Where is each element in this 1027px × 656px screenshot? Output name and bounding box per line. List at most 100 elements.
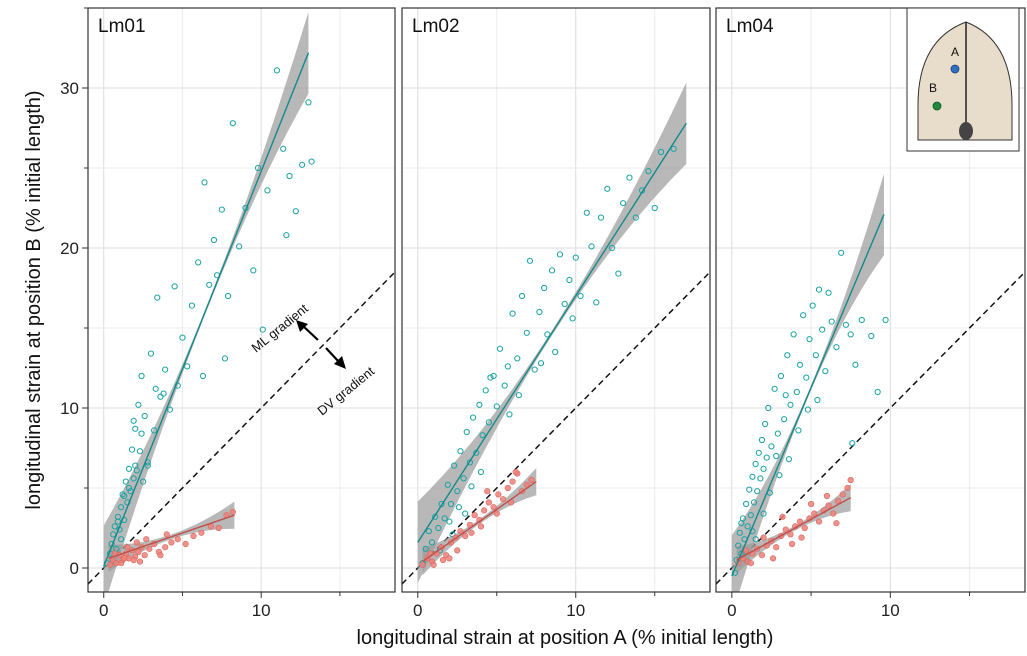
data-point-open bbox=[825, 289, 832, 296]
data-point-open bbox=[425, 528, 432, 535]
y-axis-title: longitudinal strain at position B (% ini… bbox=[23, 90, 45, 509]
data-point-open bbox=[449, 531, 456, 538]
data-point-open bbox=[752, 536, 759, 543]
data-point-open bbox=[259, 326, 266, 333]
data-point-filled bbox=[495, 491, 502, 498]
data-point-filled bbox=[430, 561, 437, 568]
data-point-filled bbox=[485, 499, 492, 506]
data-point-open bbox=[160, 390, 167, 397]
data-point-open bbox=[504, 363, 511, 370]
data-point-open bbox=[755, 449, 762, 456]
data-point-open bbox=[154, 294, 161, 301]
data-point-open bbox=[462, 510, 469, 517]
data-point-open bbox=[151, 427, 158, 434]
ml-arrowhead bbox=[296, 320, 308, 332]
data-point-open bbox=[593, 299, 600, 306]
data-point-open bbox=[444, 481, 451, 488]
data-point-open bbox=[422, 545, 429, 552]
data-point-open bbox=[561, 300, 568, 308]
data-point-open bbox=[171, 283, 178, 290]
data-point-filled bbox=[124, 544, 131, 551]
data-point-open bbox=[141, 412, 148, 420]
data-point-open bbox=[210, 236, 218, 244]
data-point-open bbox=[130, 417, 137, 424]
data-point-open bbox=[651, 204, 658, 212]
data-point-open bbox=[493, 403, 500, 410]
midline-bulb bbox=[959, 122, 973, 140]
data-point-filled bbox=[190, 532, 197, 540]
dv-arrowhead bbox=[334, 356, 346, 369]
x-tick-label: 10 bbox=[566, 601, 585, 620]
data-point-open bbox=[858, 316, 865, 324]
data-point-open bbox=[447, 500, 455, 508]
data-point-open bbox=[758, 436, 766, 444]
data-point-open bbox=[152, 385, 159, 392]
data-point-open bbox=[815, 286, 823, 293]
data-point-open bbox=[868, 332, 875, 340]
data-point-open bbox=[477, 468, 485, 476]
point-b-label: B bbox=[929, 81, 937, 95]
data-point-open bbox=[537, 360, 545, 367]
data-point-filled bbox=[823, 492, 831, 500]
point-a-marker bbox=[950, 64, 960, 74]
data-point-filled bbox=[136, 558, 144, 565]
data-point-filled bbox=[462, 532, 469, 540]
x-tick-label: 0 bbox=[413, 601, 422, 620]
fit-confidence-band bbox=[103, 12, 309, 592]
data-point-open bbox=[754, 488, 761, 495]
data-point-open bbox=[236, 243, 243, 250]
data-point-open bbox=[847, 331, 854, 338]
data-point-open bbox=[138, 372, 145, 380]
data-point-open bbox=[157, 393, 164, 400]
data-point-open bbox=[566, 276, 573, 284]
data-point-filled bbox=[773, 544, 780, 551]
data-point-filled bbox=[490, 504, 497, 511]
data-point-open bbox=[784, 352, 791, 359]
data-point-open bbox=[305, 99, 312, 106]
data-point-filled bbox=[457, 528, 464, 535]
plot-area bbox=[716, 173, 1025, 592]
data-point-filled bbox=[215, 524, 222, 532]
panel-frame bbox=[87, 7, 396, 593]
data-point-open bbox=[814, 396, 821, 404]
data-point-open bbox=[750, 499, 758, 506]
data-point-open bbox=[757, 475, 764, 482]
panel-label: Lm01 bbox=[98, 16, 146, 37]
data-point-open bbox=[468, 483, 475, 490]
data-point-open bbox=[514, 355, 521, 362]
data-point-filled bbox=[106, 561, 114, 568]
data-point-filled bbox=[439, 556, 447, 564]
fit-line bbox=[103, 52, 310, 567]
fit-line bbox=[108, 514, 235, 560]
data-point-open bbox=[620, 200, 627, 207]
data-point-open bbox=[188, 302, 196, 309]
data-point-open bbox=[849, 440, 856, 447]
data-point-open bbox=[819, 326, 826, 333]
panel-lm04: 0 10 Lm04 bbox=[715, 7, 1026, 620]
point-b-marker bbox=[932, 101, 942, 111]
panel-lm01: 0 10 0 10 20 30 Lm01 bbox=[60, 7, 396, 620]
data-point-open bbox=[206, 281, 213, 288]
data-point-open bbox=[777, 372, 785, 380]
x-tick-label: 0 bbox=[727, 601, 736, 620]
data-point-filled bbox=[499, 496, 507, 503]
data-point-open bbox=[144, 462, 151, 469]
data-point-open bbox=[428, 539, 436, 546]
data-point-open bbox=[531, 366, 538, 373]
data-point-filled bbox=[807, 500, 815, 508]
data-point-filled bbox=[182, 540, 189, 548]
data-point-open bbox=[138, 430, 145, 437]
data-point-open bbox=[135, 401, 142, 408]
data-point-filled bbox=[198, 529, 205, 536]
data-point-open bbox=[292, 208, 299, 215]
data-point-open bbox=[455, 504, 462, 511]
fit-line bbox=[731, 214, 885, 577]
data-point-filled bbox=[504, 484, 511, 492]
data-point-open bbox=[787, 401, 794, 408]
data-point-filled bbox=[847, 476, 854, 484]
data-point-filled bbox=[788, 540, 796, 548]
identity-line bbox=[88, 271, 395, 585]
data-point-open bbox=[132, 462, 139, 469]
data-point-open bbox=[199, 372, 207, 380]
